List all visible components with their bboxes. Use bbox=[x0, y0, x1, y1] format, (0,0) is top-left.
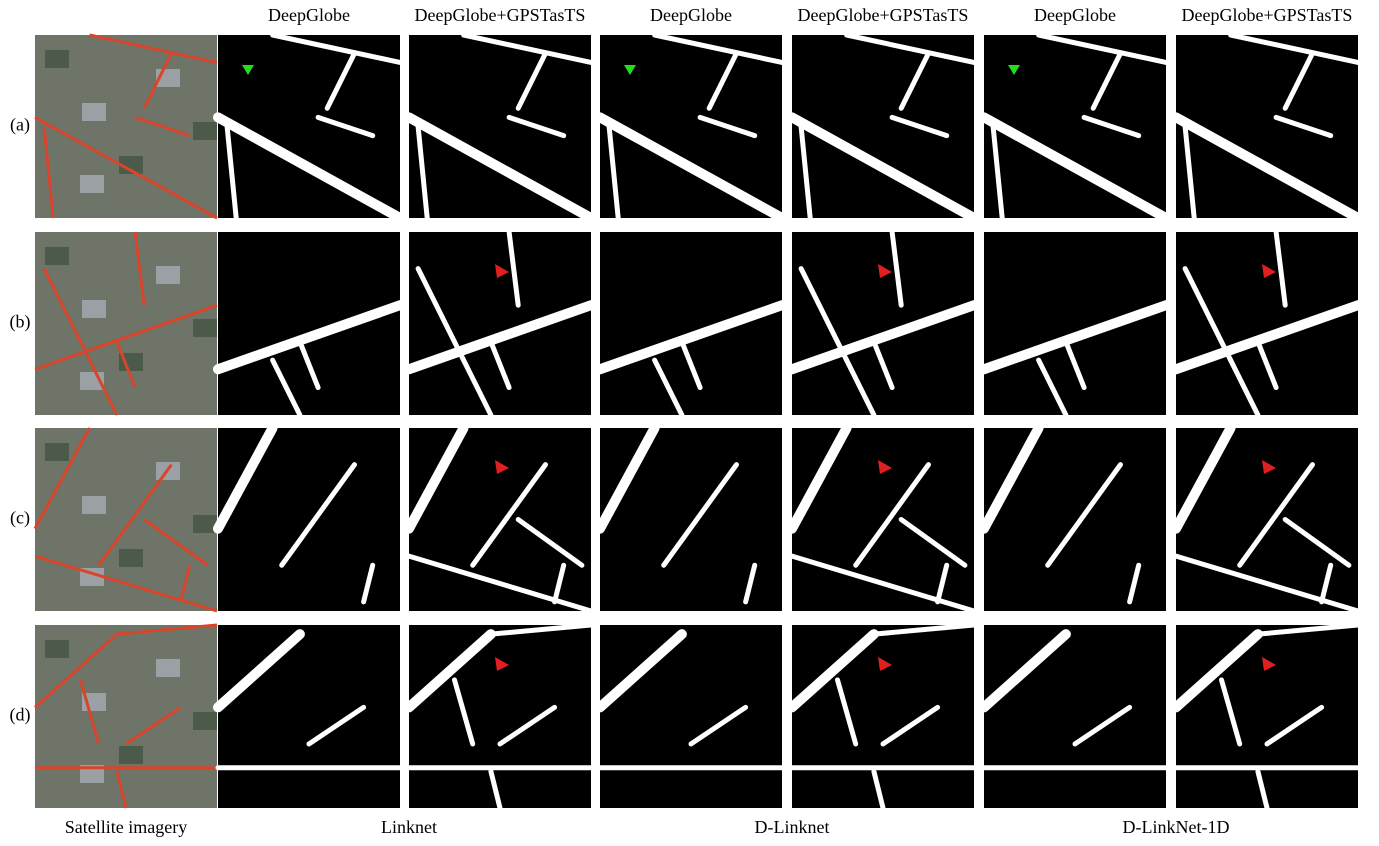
building bbox=[82, 496, 106, 514]
road-mask bbox=[409, 232, 591, 415]
road-mask bbox=[600, 35, 782, 218]
bottom-label: D-LinkNet-1D bbox=[1123, 817, 1230, 837]
road-mask bbox=[218, 625, 400, 808]
bottom-label: D-Linknet bbox=[755, 817, 830, 837]
column-header: DeepGlobe+GPSTasTS bbox=[798, 5, 969, 25]
road-mask bbox=[792, 35, 974, 218]
column-header: DeepGlobe bbox=[268, 5, 350, 25]
road-mask bbox=[600, 625, 782, 808]
bottom-label: Satellite imagery bbox=[65, 817, 187, 837]
building bbox=[156, 659, 180, 677]
road-mask bbox=[984, 35, 1166, 218]
road-mask bbox=[792, 232, 974, 415]
column-header: DeepGlobe+GPSTasTS bbox=[415, 5, 586, 25]
road-mask bbox=[600, 428, 782, 611]
building bbox=[45, 640, 69, 658]
road-mask bbox=[600, 232, 782, 415]
row-label: (d) bbox=[10, 705, 31, 726]
building bbox=[82, 300, 106, 318]
road-mask bbox=[984, 232, 1166, 415]
building bbox=[119, 746, 143, 764]
building bbox=[193, 712, 217, 730]
road-mask bbox=[218, 428, 400, 611]
column-header: DeepGlobe bbox=[1034, 5, 1116, 25]
road-mask bbox=[1176, 625, 1358, 808]
building bbox=[45, 247, 69, 265]
building bbox=[193, 122, 217, 140]
building bbox=[80, 175, 104, 193]
road-mask bbox=[984, 625, 1166, 808]
row-label: (c) bbox=[10, 508, 30, 529]
building bbox=[45, 50, 69, 68]
column-header: DeepGlobe bbox=[650, 5, 732, 25]
road-mask bbox=[792, 625, 974, 808]
building bbox=[156, 266, 180, 284]
road-mask bbox=[409, 35, 591, 218]
row-label: (b) bbox=[10, 312, 31, 333]
building bbox=[45, 443, 69, 461]
road-mask bbox=[218, 35, 400, 218]
bottom-label: Linknet bbox=[381, 817, 437, 837]
road-mask bbox=[218, 232, 400, 415]
building bbox=[82, 103, 106, 121]
panel-grid bbox=[35, 35, 1358, 808]
road-mask bbox=[984, 428, 1166, 611]
road-mask bbox=[1176, 232, 1358, 415]
road-mask bbox=[409, 625, 591, 808]
row-label: (a) bbox=[10, 115, 30, 136]
building bbox=[119, 549, 143, 567]
road-mask bbox=[1176, 35, 1358, 218]
figure: (a) (b) (c) (d) DeepGlobe DeepGlobe+GPSTasTS D… bbox=[0, 0, 1379, 841]
column-header: DeepGlobe+GPSTasTS bbox=[1182, 5, 1353, 25]
building bbox=[193, 319, 217, 337]
